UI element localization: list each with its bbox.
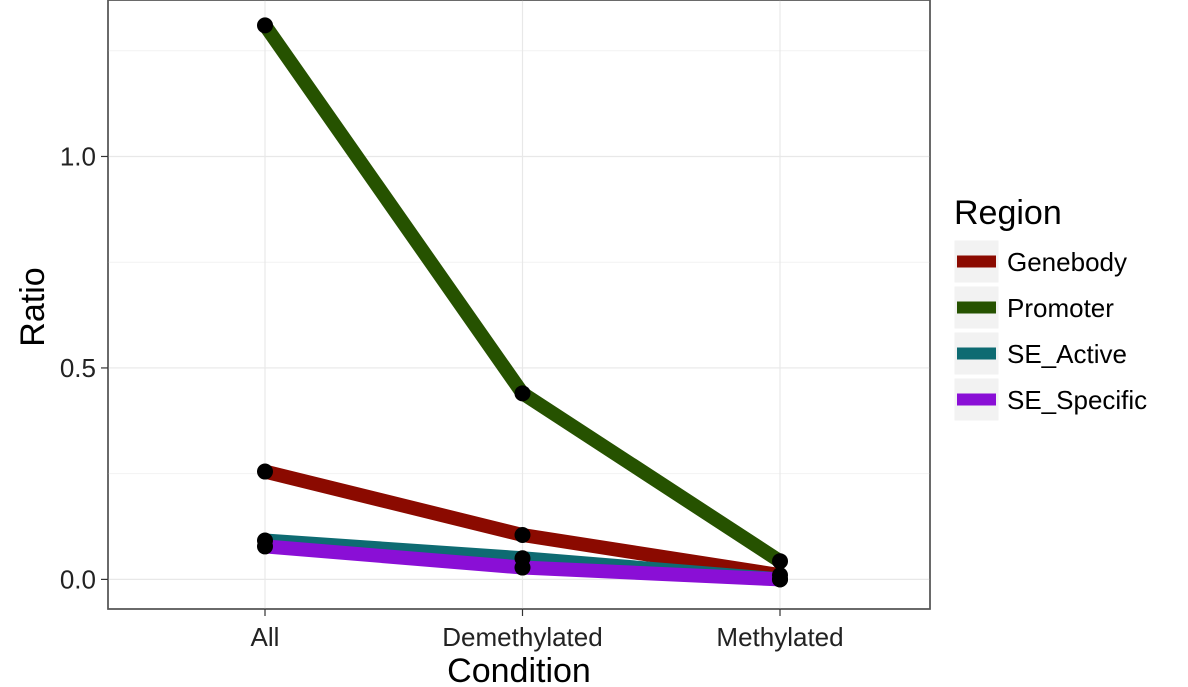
grid-major [108,0,930,609]
x-tick-label: All [251,622,280,652]
data-point-genebody [257,463,273,480]
data-point-se-specific [257,538,273,555]
grid-minor [108,50,930,475]
legend-label: Promoter [1007,293,1114,323]
legend: Region Genebody Promoter SE_Active SE_Speci… [953,194,1147,422]
y-tick-label: 0.0 [60,564,96,594]
legend-label: Genebody [1007,247,1127,277]
y-tick-label: 1.0 [60,141,96,171]
y-axis-title: Ratio [14,267,52,346]
data-point-se-specific [514,559,531,576]
series-points [257,17,788,588]
x-tick-label: Demethylated [442,622,602,652]
data-point-promoter [514,385,531,402]
x-tick-label: Methylated [716,622,843,652]
panel-border [107,0,931,610]
data-point-se-specific [772,571,788,588]
legend-title: Region [954,194,1062,232]
data-point-genebody [514,526,531,543]
data-point-promoter [257,17,273,34]
panel-background [107,0,931,610]
legend-label: SE_Active [1007,339,1127,369]
y-axis-ticks: 0.0 0.5 1.0 [60,141,108,594]
y-tick-label: 0.5 [60,353,96,383]
legend-label: SE_Specific [1007,385,1147,415]
x-axis-title: Condition [447,652,591,687]
data-point-promoter [772,553,788,570]
x-axis-ticks: All Demethylated Methylated [251,609,844,652]
